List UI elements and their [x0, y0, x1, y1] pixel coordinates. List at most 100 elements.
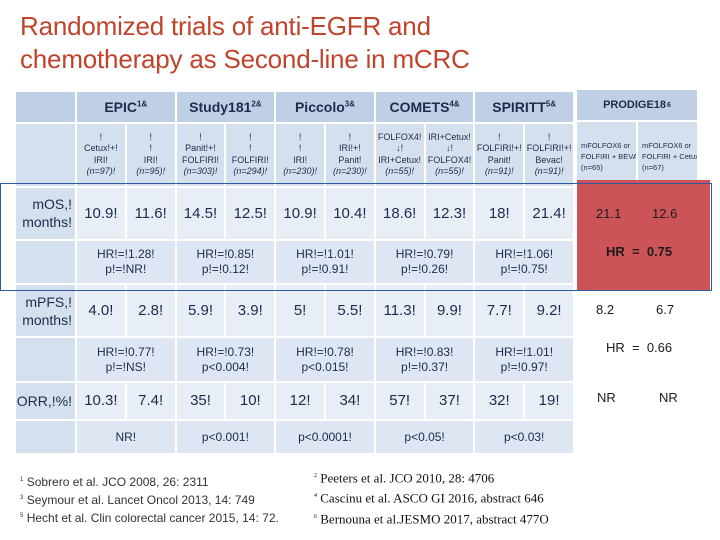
trial-header-comets: COMETS4&	[375, 92, 474, 122]
orr-pvalue-row: NR! p<0.001! p<0.0001! p<0.05! p<0.03!	[16, 421, 573, 453]
orr-row: ORR,!%! 10.3! 7.4! 35! 10! 12! 34! 57! 3…	[16, 382, 573, 420]
orr-value: 12!	[276, 382, 324, 420]
prodige-pfs-cetux: 6.7	[656, 302, 675, 317]
pfs-stat-cell: HR!=!0.77! p!=!NS!	[77, 338, 175, 381]
orr-pvalue-cell: p<0.001!	[176, 421, 275, 453]
orr-pvalue-cell: p<0.05!	[375, 421, 474, 453]
arm-cell: ! FOLFIRI!+! Bevac! (n=91)!	[525, 124, 573, 186]
arm-cell: ! Panit!+! FOLFIRI! (n=303)!	[176, 124, 225, 186]
os-value: 12.3!	[425, 187, 474, 239]
reference-5: 5 Hecht et al. Clin colorectal cancer 20…	[20, 511, 279, 525]
os-value: 10.9!	[276, 187, 324, 239]
trial-header-piccolo: Piccolo3&	[276, 92, 374, 122]
pfs-row-label: mPFS,! months!	[16, 285, 75, 337]
reference-1: 1 Sobrero et al. JCO 2008, 26: 2311	[20, 475, 209, 489]
pfs-value: 11.3!	[375, 285, 424, 337]
os-stat-cell: HR!=!1.06! p!=!0.75!	[475, 240, 573, 284]
prodige-arm-beva: mFOLFOX6 or FOLFIRI + BEVA (n=65)	[577, 122, 636, 180]
orr-value: 35!	[176, 382, 225, 420]
pfs-value: 5.9!	[176, 285, 225, 337]
pfs-stat-cell: HR!=!1.01! p!=!0.97!	[475, 338, 573, 381]
pfs-value: 7.7!	[475, 285, 524, 337]
pfs-value: 5.5!	[325, 285, 374, 337]
arms-row: ! Cetux!+! IRI! (n=97)! !! IRI! (n=95)! ! Pani…	[16, 124, 573, 186]
pfs-stat-cell: HR!=!0.78! p<0.015!	[276, 338, 374, 381]
orr-value: 19!	[525, 382, 573, 420]
os-value: 11.6!	[126, 187, 175, 239]
prodige-orr-beva: NR	[597, 390, 616, 405]
prodige-os-hr: HR = 0.75	[606, 244, 673, 259]
arm-cell: ! IRI!+! Panit! (n=230)!	[325, 124, 374, 186]
orr-value: 10.3!	[77, 382, 125, 420]
prodige-os-highlight	[577, 180, 710, 290]
reference-2: 2 Peeters et al. JCO 2010, 28: 4706	[314, 470, 495, 486]
arm-cell: !! IRI! (n=230)!	[276, 124, 324, 186]
table-corner	[16, 92, 75, 122]
os-value: 10.9!	[77, 187, 125, 239]
os-value: 18!	[475, 187, 524, 239]
prodige-os-cetux: 12.6	[652, 206, 678, 221]
prodige-arms: mFOLFOX6 or FOLFIRI + BEVA (n=65) mFOLFO…	[577, 122, 697, 180]
os-value: 14.5!	[176, 187, 225, 239]
arms-row-label	[16, 124, 75, 186]
trial-header-row: EPIC1& Study1812& Piccolo3& COMETS4& SPI…	[16, 92, 573, 122]
arm-cell: !! IRI! (n=95)!	[126, 124, 175, 186]
pfs-stat-cell: HR!=!0.83! p!=!0.37!	[375, 338, 474, 381]
pfs-stats-label	[16, 338, 75, 381]
os-stat-cell: HR!=!1.01! p!=!0.91!	[276, 240, 374, 284]
orr-pvalue-label	[16, 421, 75, 453]
pfs-value: 9.9!	[425, 285, 474, 337]
arm-cell: ! FOLFIRI!+! Panit! (n=91)!	[475, 124, 524, 186]
trial-header-study181: Study1812&	[176, 92, 275, 122]
orr-row-label: ORR,!%!	[16, 382, 75, 420]
reference-6: 6 Bernouna et al.JESMO 2017, abstract 47…	[314, 510, 549, 526]
slide-title: Randomized trials of anti-EGFR and chemo…	[20, 10, 580, 76]
pfs-value: 9.2!	[525, 285, 573, 337]
os-stats-label	[16, 240, 75, 284]
orr-pvalue-cell: NR!	[77, 421, 175, 453]
os-stat-cell: HR!=!0.79! p!=!0.26!	[375, 240, 474, 284]
prodige-arm-cetux: mFOLFOX6 or FOLFIRI + Cetux (n=67)	[638, 122, 697, 180]
pfs-value: 4.0!	[77, 285, 125, 337]
reference-3: 3 Seymour et al. Lancet Oncol 2013, 14: …	[20, 493, 255, 507]
os-value: 21.4!	[525, 187, 573, 239]
orr-value: 57!	[375, 382, 424, 420]
orr-value: 37!	[425, 382, 474, 420]
os-row-label: mOS,! months!	[16, 187, 75, 239]
pfs-stat-cell: HR!=!0.73! p<0.004!	[176, 338, 275, 381]
orr-pvalue-cell: p<0.03!	[475, 421, 573, 453]
os-value: 10.4!	[325, 187, 374, 239]
references-left: 1 Sobrero et al. JCO 2008, 26: 2311 3 Se…	[20, 472, 310, 526]
trial-header-spiritt: SPIRITT5&	[475, 92, 573, 122]
orr-value: 10!	[226, 382, 275, 420]
prodige-os-beva: 21.1	[596, 206, 622, 221]
trial-header-epic: EPIC1&	[77, 92, 175, 122]
os-stats-row: HR!=!1.28! p!=!NR! HR!=!0.85! p!=!0.12! HR…	[16, 240, 573, 284]
pfs-value: 5!	[276, 285, 324, 337]
title-line-2: chemotherapy as Second-line in mCRC	[20, 44, 470, 74]
os-value: 18.6!	[375, 187, 424, 239]
prodige-pfs-beva: 8.2	[596, 302, 615, 317]
os-stat-cell: HR!=!1.28! p!=!NR!	[77, 240, 175, 284]
orr-value: 32!	[475, 382, 524, 420]
references-right: 2 Peeters et al. JCO 2010, 28: 4706 4 Ca…	[314, 467, 614, 528]
prodige-orr-cetux: NR	[659, 390, 678, 405]
arm-cell: FOLFOX4! ↓! IRI+Cetux! (n=55)!	[375, 124, 424, 186]
prodige-header: PRODIGE18 6	[577, 90, 697, 120]
orr-pvalue-cell: p<0.0001!	[276, 421, 374, 453]
arm-cell: !! FOLFIRI! (n=294)!	[226, 124, 275, 186]
pfs-row: mPFS,! months! 4.0! 2.8! 5.9! 3.9! 5! 5.5…	[16, 285, 573, 337]
arm-cell: ! Cetux!+! IRI! (n=97)!	[77, 124, 125, 186]
os-value: 12.5!	[226, 187, 275, 239]
orr-value: 7.4!	[126, 382, 175, 420]
trials-table: EPIC1& Study1812& Piccolo3& COMETS4& SPI…	[14, 90, 575, 455]
arm-cell: IRI+Cetux! ↓! FOLFOX4! (n=55)!	[425, 124, 474, 186]
pfs-value: 3.9!	[226, 285, 275, 337]
os-stat-cell: HR!=!0.85! p!=!0.12!	[176, 240, 275, 284]
title-line-1: Randomized trials of anti-EGFR and	[20, 11, 431, 41]
reference-4: 4 Cascinu et al. ASCO GI 2016, abstract …	[314, 490, 544, 506]
pfs-value: 2.8!	[126, 285, 175, 337]
prodige-pfs-hr: HR = 0.66	[606, 340, 673, 355]
orr-value: 34!	[325, 382, 374, 420]
pfs-stats-row: HR!=!0.77! p!=!NS! HR!=!0.73! p<0.004! HR!…	[16, 338, 573, 381]
